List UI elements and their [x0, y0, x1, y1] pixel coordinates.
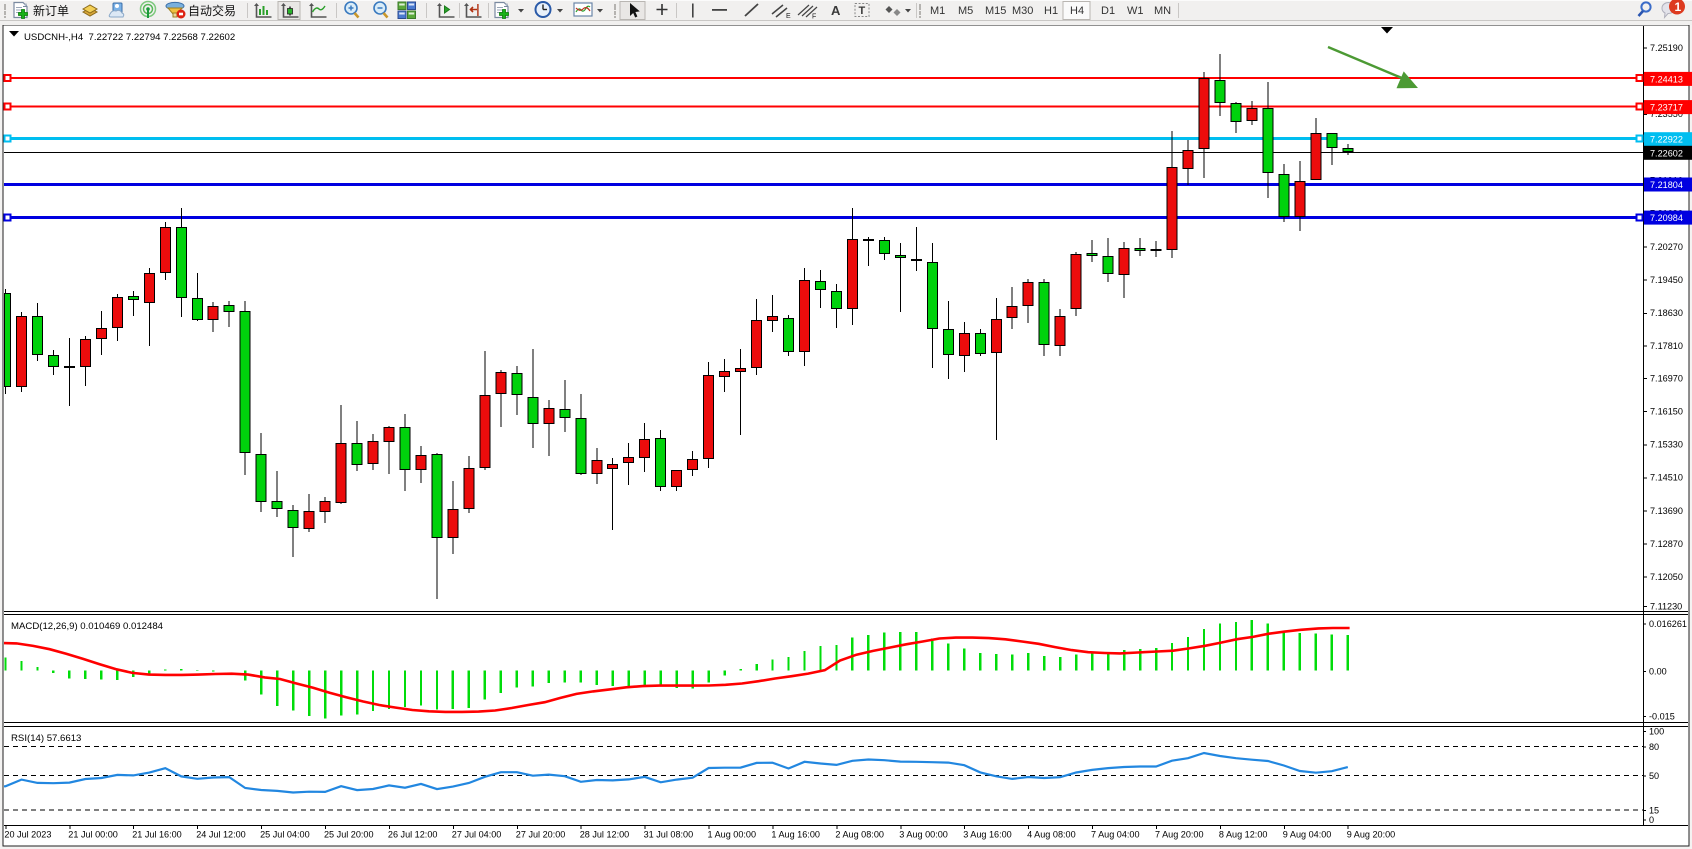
svg-text:4 Aug 08:00: 4 Aug 08:00 — [1027, 830, 1076, 840]
svg-text:0: 0 — [1649, 815, 1654, 825]
svg-text:MACD(12,26,9) 0.010469 0.01248: MACD(12,26,9) 0.010469 0.012484 — [11, 621, 164, 632]
svg-text:A: A — [831, 3, 841, 18]
svg-text:21 Jul 16:00: 21 Jul 16:00 — [132, 830, 182, 840]
svg-text:M1: M1 — [930, 5, 945, 17]
svg-text:7.14510: 7.14510 — [1650, 473, 1683, 483]
svg-text:0.016261: 0.016261 — [1649, 619, 1687, 629]
svg-text:7.24413: 7.24413 — [1650, 74, 1683, 84]
svg-text:-0.015: -0.015 — [1649, 711, 1675, 721]
svg-text:H1: H1 — [1044, 5, 1058, 17]
svg-text:W1: W1 — [1127, 5, 1144, 17]
svg-text:7.12050: 7.12050 — [1650, 572, 1683, 582]
svg-text:7.20270: 7.20270 — [1650, 242, 1683, 252]
svg-text:3 Aug 16:00: 3 Aug 16:00 — [963, 830, 1012, 840]
svg-text:7.21804: 7.21804 — [1650, 180, 1683, 190]
svg-text:7.12870: 7.12870 — [1650, 539, 1683, 549]
svg-text:9 Aug 20:00: 9 Aug 20:00 — [1347, 830, 1396, 840]
svg-text:25 Jul 20:00: 25 Jul 20:00 — [324, 830, 374, 840]
svg-text:15: 15 — [1649, 805, 1659, 815]
svg-text:M15: M15 — [985, 5, 1006, 17]
svg-text:7.19450: 7.19450 — [1650, 275, 1683, 285]
svg-text:E: E — [786, 13, 791, 20]
svg-text:28 Jul 12:00: 28 Jul 12:00 — [580, 830, 630, 840]
svg-text:M5: M5 — [958, 5, 973, 17]
svg-text:7.16970: 7.16970 — [1650, 374, 1683, 384]
svg-text:T: T — [859, 5, 866, 17]
svg-text:9 Aug 04:00: 9 Aug 04:00 — [1283, 830, 1332, 840]
svg-text:7.22602: 7.22602 — [1650, 148, 1683, 158]
svg-text:7.13690: 7.13690 — [1650, 506, 1683, 516]
svg-text:7.20984: 7.20984 — [1650, 213, 1683, 223]
svg-text:新订单: 新订单 — [33, 3, 69, 18]
svg-text:H4: H4 — [1070, 5, 1084, 17]
svg-text:7.23717: 7.23717 — [1650, 103, 1683, 113]
svg-text:7.17810: 7.17810 — [1650, 341, 1683, 351]
svg-text:1 Aug 00:00: 1 Aug 00:00 — [708, 830, 757, 840]
svg-text:7.15330: 7.15330 — [1650, 440, 1683, 450]
svg-text:7.23550: 7.23550 — [1650, 109, 1683, 119]
svg-text:1: 1 — [1675, 0, 1682, 14]
svg-text:24 Jul 12:00: 24 Jul 12:00 — [196, 830, 246, 840]
svg-text:80: 80 — [1649, 742, 1659, 752]
svg-text:7.25190: 7.25190 — [1650, 43, 1683, 53]
svg-text:F: F — [812, 14, 816, 21]
svg-text:3 Aug 00:00: 3 Aug 00:00 — [899, 830, 948, 840]
svg-text:D1: D1 — [1101, 5, 1115, 17]
svg-text:7 Aug 04:00: 7 Aug 04:00 — [1091, 830, 1140, 840]
svg-text:MN: MN — [1154, 5, 1171, 17]
svg-text:27 Jul 04:00: 27 Jul 04:00 — [452, 830, 502, 840]
svg-text:7 Aug 20:00: 7 Aug 20:00 — [1155, 830, 1204, 840]
svg-text:2 Aug 08:00: 2 Aug 08:00 — [835, 830, 884, 840]
svg-text:7.22922: 7.22922 — [1650, 135, 1683, 145]
svg-text:21 Jul 00:00: 21 Jul 00:00 — [68, 830, 118, 840]
svg-text:20 Jul 2023: 20 Jul 2023 — [4, 830, 51, 840]
svg-text:7.18630: 7.18630 — [1650, 308, 1683, 318]
svg-text:25 Jul 04:00: 25 Jul 04:00 — [260, 830, 310, 840]
svg-text:7.11230: 7.11230 — [1650, 601, 1682, 611]
svg-text:USDCNH-,H4 7.22722 7.22794 7.: USDCNH-,H4 7.22722 7.22794 7.22568 7.226… — [24, 32, 235, 43]
svg-text:自动交易: 自动交易 — [188, 3, 236, 18]
svg-text:0.00: 0.00 — [1649, 666, 1667, 676]
svg-text:8 Aug 12:00: 8 Aug 12:00 — [1219, 830, 1268, 840]
svg-text:26 Jul 12:00: 26 Jul 12:00 — [388, 830, 438, 840]
svg-text:27 Jul 20:00: 27 Jul 20:00 — [516, 830, 566, 840]
svg-text:7.16150: 7.16150 — [1650, 407, 1683, 417]
svg-text:100: 100 — [1649, 726, 1664, 736]
svg-text:31 Jul 08:00: 31 Jul 08:00 — [644, 830, 694, 840]
svg-text:M30: M30 — [1012, 5, 1033, 17]
svg-text:RSI(14) 57.6613: RSI(14) 57.6613 — [11, 733, 81, 744]
svg-text:1 Aug 16:00: 1 Aug 16:00 — [771, 830, 820, 840]
svg-text:50: 50 — [1649, 771, 1659, 781]
